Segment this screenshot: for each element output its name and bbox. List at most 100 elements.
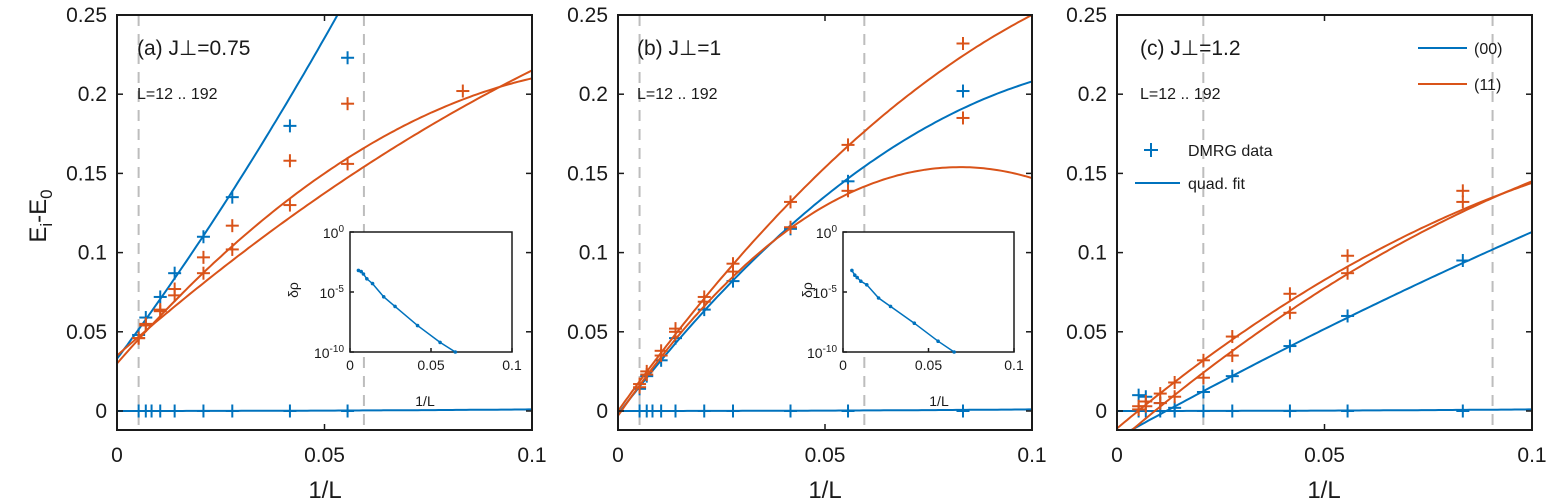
panel-a-series-0-point-3 xyxy=(153,404,167,418)
panel-a-series-0-point-7 xyxy=(283,404,297,418)
panel-a-inset-point-2 xyxy=(361,272,366,276)
panel-a-series-1-point-5 xyxy=(225,190,239,204)
panel-a-series-3-point-5 xyxy=(225,242,239,256)
panel-c-series-2-point-3 xyxy=(1168,375,1182,389)
panel-c-series-1-point-5 xyxy=(1225,369,1239,383)
panel-c-series-0-point-7 xyxy=(1341,404,1355,418)
panel-c-series-2-point-8 xyxy=(1456,184,1470,198)
y-axis-label-dash: -E xyxy=(25,199,52,223)
panel-b-series-0-point-9 xyxy=(956,404,970,418)
panel-b-inset-point-4 xyxy=(864,283,869,287)
panel-c-fit-curve-3 xyxy=(1130,180,1532,430)
panel-b-ytick-label-2: 0.1 xyxy=(579,242,608,265)
panel-a-inset-point-8 xyxy=(438,340,442,345)
panel-b-fit-curve-1 xyxy=(618,80,1032,415)
panel-c-series-1-point-0 xyxy=(1132,388,1146,402)
panel-a-series-1-point-2 xyxy=(153,290,167,304)
legend-data-label: DMRG data xyxy=(1188,143,1273,160)
panel-c-ytick-label-0: 0 xyxy=(1095,400,1107,423)
panel-a-inset-point-6 xyxy=(393,304,397,309)
panel-a-xtick-label-0: 0 xyxy=(111,444,123,467)
panel-a-series-2-point-6 xyxy=(283,154,297,168)
panel-a-series-1-point-4 xyxy=(196,230,210,244)
panel-a-series-2-point-4 xyxy=(196,250,210,264)
legend-00-label: (00) xyxy=(1474,41,1502,58)
panel-c-ytick-label-4: 0.2 xyxy=(1078,83,1107,106)
panel-a-series-0-point-8 xyxy=(341,404,355,418)
panel-a-series-0-point-5 xyxy=(196,404,210,418)
panel-c-ytick-label-5: 0.25 xyxy=(1066,4,1107,27)
panel-a-ytick-label-5: 0.25 xyxy=(66,4,107,27)
panel-a-inset-ytick-label-1: 10-5 xyxy=(320,284,345,301)
panel-c-series-1-point-7 xyxy=(1341,309,1355,323)
panel-b-inset-xtick-label-1: 0.05 xyxy=(915,357,942,373)
panel-b-inset-point-3 xyxy=(858,279,863,284)
panel-b-ytick-label-1: 0.05 xyxy=(567,321,608,344)
panel-b-inset-ytick-label-2: 10-10 xyxy=(807,344,837,361)
panel-a-inset-point-5 xyxy=(381,295,386,299)
panel-c-series-3-point-3 xyxy=(1168,390,1182,404)
panel-a-fit-curve-1 xyxy=(117,15,339,360)
panel-a-xlabel: 1/L xyxy=(308,477,341,504)
panel-c-ytick-label-3: 0.15 xyxy=(1066,162,1107,185)
panel-a-series-3-point-7 xyxy=(341,157,355,171)
panel-a-xtick-label-1: 0.05 xyxy=(304,444,345,467)
panel-b-fit-curve-3 xyxy=(618,166,1032,417)
panel-c-series-3-point-4 xyxy=(1196,371,1210,385)
panel-b-inset-point-6 xyxy=(888,304,893,309)
panel-a-series-2-point-7 xyxy=(341,97,355,111)
panel-c-series-2-point-4 xyxy=(1196,353,1210,367)
panel-a-frame xyxy=(116,14,533,431)
panel-b-plot-area xyxy=(618,15,1032,430)
panel-c-series-3-point-5 xyxy=(1225,349,1239,363)
panel-c-frame xyxy=(1116,14,1533,431)
panel-a-ytick-label-2: 0.1 xyxy=(78,242,107,265)
panel-b-series-1-point-8 xyxy=(956,84,970,98)
panel-c-series-3-point-1 xyxy=(1139,399,1153,413)
panel-c-plot-area xyxy=(1117,15,1532,430)
panel-a-inset-ytick-label-0: 100 xyxy=(323,224,345,241)
panel-a: Ei-E0 (a) J⊥=0.75 L=12 .. 192 δρ 1/L 100… xyxy=(25,4,547,467)
panel-c-size-label: L=12 .. 192 xyxy=(1140,86,1221,103)
panel-b-xlabel: 1/L xyxy=(808,477,841,504)
panel-c-ytick-label-2: 0.1 xyxy=(1078,242,1107,265)
panel-b-series-0-point-6 xyxy=(726,404,740,418)
y-axis-label-sub-0: 0 xyxy=(37,189,56,198)
inset-ytick-exponent: 0 xyxy=(338,224,344,235)
panel-a-ytick-label-4: 0.2 xyxy=(78,83,107,106)
panel-b-series-0-point-5 xyxy=(697,404,711,418)
panel-c-series-3-point-8 xyxy=(1456,195,1470,209)
y-axis-label-sub-i: i xyxy=(37,223,56,227)
panel-c-series-3-point-7 xyxy=(1341,266,1355,280)
panel-c-title: (c) J⊥=1.2 xyxy=(1140,37,1241,60)
panel-b-ytick-label-4: 0.2 xyxy=(579,83,608,106)
panel-b-xtick-label-2: 0.1 xyxy=(1017,444,1046,467)
panel-c-series-3-point-0 xyxy=(1132,402,1146,416)
panel-c-series-3-point-2 xyxy=(1153,396,1167,410)
panel-a-size-label: L=12 .. 192 xyxy=(137,86,218,103)
panel-c-xtick-label-2: 0.1 xyxy=(1517,444,1546,467)
panel-a-inset-xtick-label-0: 0 xyxy=(346,357,354,373)
panel-b-series-3-point-8 xyxy=(956,111,970,125)
panel-b-inset-ylabel: δρ xyxy=(799,282,815,298)
panel-a-inset-frame xyxy=(349,231,513,353)
inset-ytick-exponent: 0 xyxy=(831,224,837,235)
panel-a-xtick-label-2: 0.1 xyxy=(517,444,546,467)
panel-a-plot-area xyxy=(117,15,532,430)
panel-b-series-3-point-5 xyxy=(726,265,740,279)
legend-11-label: (11) xyxy=(1474,77,1501,94)
panel-a-series-3-point-4 xyxy=(196,266,210,280)
panel-b-title: (b) J⊥=1 xyxy=(637,37,721,60)
panel-c-series-1-point-4 xyxy=(1196,385,1210,399)
panel-b-series-2-point-8 xyxy=(956,37,970,51)
panel-b-series-3-point-1 xyxy=(640,368,654,382)
panel-a-inset-xtick-label-1: 0.05 xyxy=(417,357,444,373)
panel-b-series-0-point-4 xyxy=(669,404,683,418)
panel-c-series-1-point-3 xyxy=(1168,401,1182,415)
panel-b-inset-point-9 xyxy=(952,350,956,354)
panel-b-ytick-label-0: 0 xyxy=(596,400,608,423)
panel-b-inset-ytick-label-0: 100 xyxy=(816,224,838,241)
panel-a-ytick-label-1: 0.05 xyxy=(66,321,107,344)
